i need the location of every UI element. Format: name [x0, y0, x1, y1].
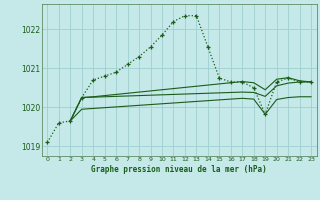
X-axis label: Graphe pression niveau de la mer (hPa): Graphe pression niveau de la mer (hPa)	[91, 165, 267, 174]
